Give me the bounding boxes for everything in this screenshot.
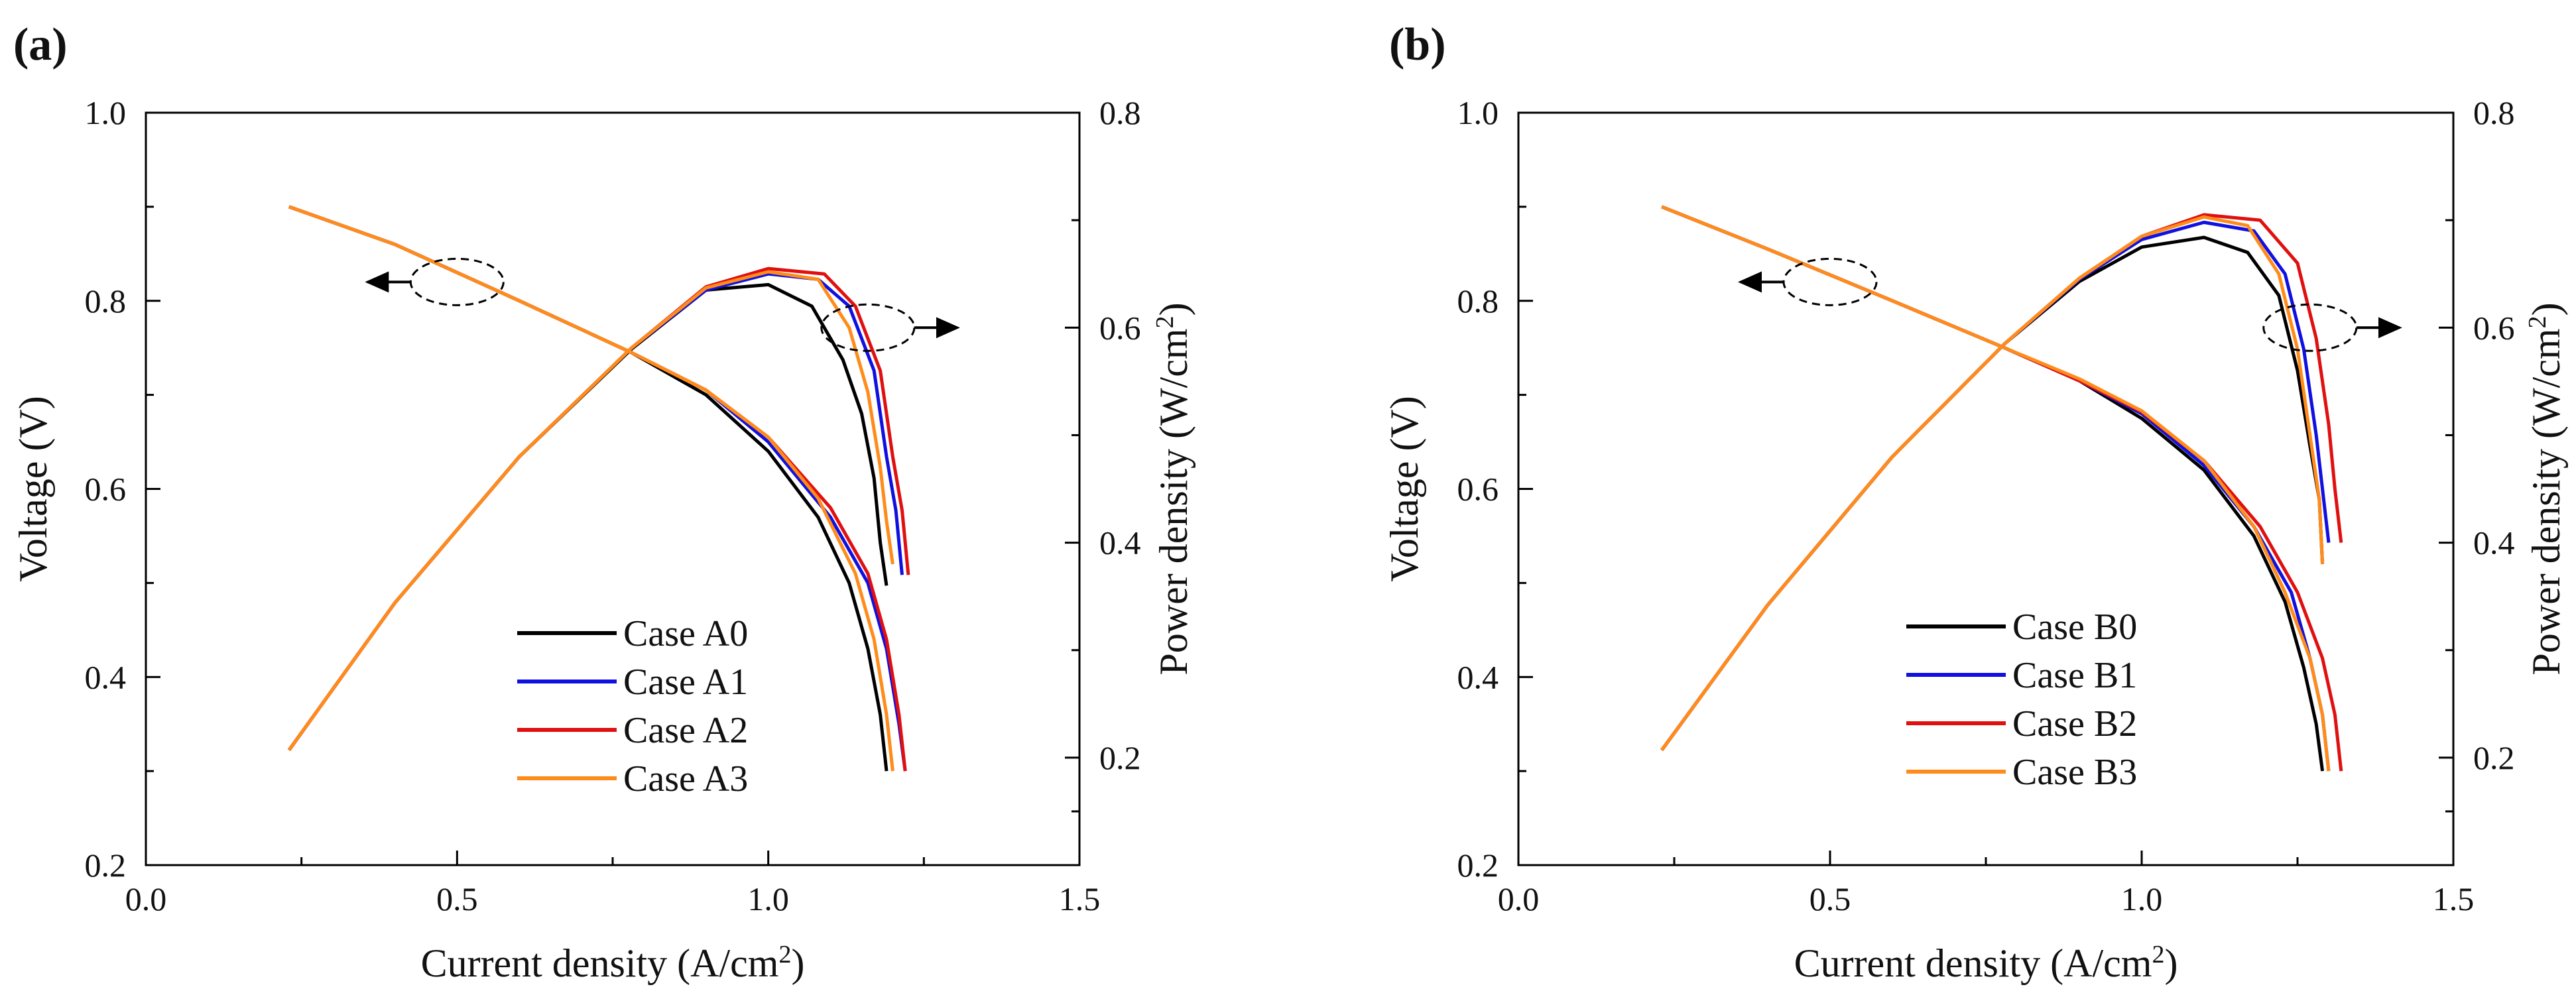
y-right-tick-label: 0.6 (1099, 309, 1141, 346)
x-tick-label: 0.5 (436, 880, 478, 917)
panel-label: (b) (1389, 19, 1446, 70)
y-left-tick-label: 0.6 (85, 471, 127, 508)
y-left-tick-label: 1.0 (1457, 94, 1499, 131)
x-tick-label: 0.5 (1809, 880, 1851, 917)
y-left-tick-label: 0.2 (85, 847, 127, 884)
power-line-case-b1 (1660, 220, 2331, 751)
panel-a-chart: 0.0 0.5 1.0 1.5 0.2 0.4 0.6 0.8 1.0 0.2 0.4 0.6 0.8 C… (11, 19, 1196, 985)
y-left-tick-label: 1.0 (85, 94, 127, 131)
power-line-case-a1 (287, 272, 904, 751)
power-line-case-b2 (1660, 213, 2343, 751)
legend-label: Case A2 (623, 710, 748, 751)
annotation-ellipse (1782, 257, 1878, 306)
y-left-tick-label: 0.6 (1457, 471, 1499, 508)
legend-label: Case A1 (623, 662, 748, 703)
y-left-tick-label: 0.2 (1457, 847, 1499, 884)
legend-label: Case A0 (623, 613, 748, 654)
legend-label: Case B3 (2012, 752, 2137, 793)
y-right-tick-label: 0.2 (2473, 739, 2515, 776)
power-line-case-a3 (287, 270, 894, 751)
plot-frame (145, 111, 1081, 866)
x-tick-label: 1.0 (2121, 880, 2163, 917)
legend-label: Case B0 (2012, 607, 2137, 648)
annotation-ellipse (409, 257, 505, 306)
y-right-tick-label: 0.6 (2473, 309, 2515, 346)
y-left-tick-label: 0.4 (85, 658, 127, 695)
y-right-tick-label: 0.4 (1099, 524, 1141, 562)
x-tick-label: 0.0 (125, 880, 167, 917)
x-tick-label: 1.0 (747, 880, 789, 917)
y-right-tick-label: 0.8 (2473, 94, 2515, 131)
y-right-tick-label: 0.4 (2473, 524, 2515, 562)
power-line-case-b3 (1660, 215, 2325, 751)
voltage-line-case-a3 (288, 205, 894, 772)
plot-frame (1517, 111, 2455, 866)
y-right-axis-label: Power density (W/cm2) (2524, 302, 2568, 675)
voltage-line-case-b2 (1661, 205, 2343, 772)
panel-b-chart: 0.0 0.5 1.0 1.5 0.2 0.4 0.6 0.8 1.0 0.2 0.4 0.6 0.8 C… (1382, 19, 2568, 985)
x-tick-label: 1.5 (2433, 880, 2475, 917)
y-left-axis-label: Voltage (V) (1382, 396, 1426, 582)
legend-label: Case B2 (2012, 703, 2137, 744)
y-left-tick-label: 0.8 (85, 282, 127, 320)
y-right-axis-label: Power density (W/cm2) (1151, 302, 1196, 675)
y-right-tick-label: 0.2 (1099, 739, 1141, 776)
y-left-tick-label: 0.8 (1457, 282, 1499, 320)
x-tick-label: 1.5 (1059, 880, 1101, 917)
legend-label: Case A3 (623, 758, 748, 799)
y-right-tick-label: 0.8 (1099, 94, 1141, 131)
voltage-line-case-b3 (1661, 205, 2331, 772)
y-left-tick-label: 0.4 (1457, 658, 1499, 695)
voltage-line-case-a2 (288, 205, 907, 772)
voltage-line-case-a0 (288, 205, 889, 772)
power-line-case-a2 (287, 266, 910, 751)
x-axis-label: Current density (A/cm2) (1794, 941, 2178, 985)
x-axis-label: Current density (A/cm2) (421, 941, 805, 985)
y-left-axis-label: Voltage (V) (11, 396, 55, 582)
x-tick-label: 0.0 (1498, 880, 1540, 917)
panel-label: (a) (13, 19, 68, 70)
legend-label: Case B1 (2012, 655, 2137, 696)
